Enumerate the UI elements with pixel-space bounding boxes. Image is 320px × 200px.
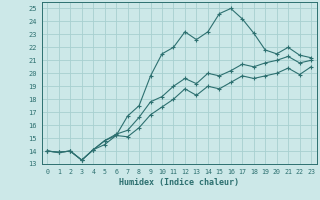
X-axis label: Humidex (Indice chaleur): Humidex (Indice chaleur)	[119, 178, 239, 187]
